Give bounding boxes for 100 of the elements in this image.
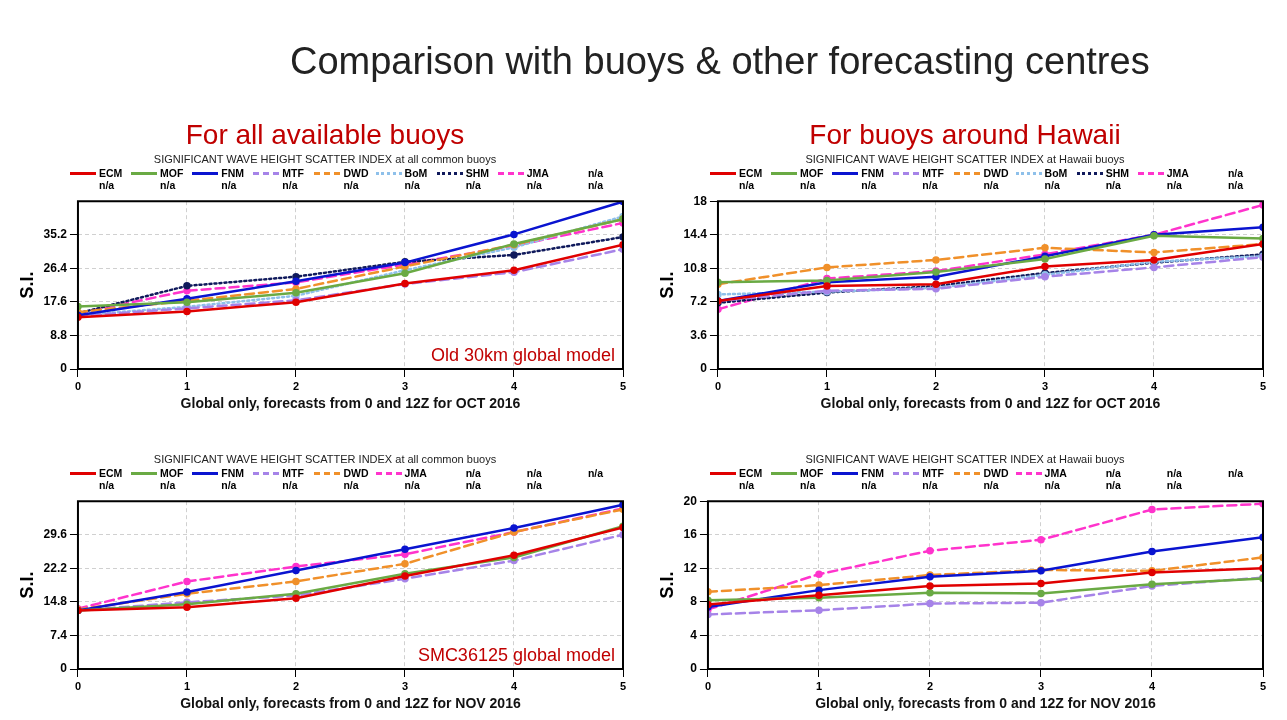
text: n/a — [1226, 467, 1245, 479]
y-tick-label: 0 — [690, 661, 698, 676]
legend-label: ECM — [99, 167, 123, 179]
chart-subtitle: For buoys around Hawaii — [808, 118, 1122, 152]
text: Comparison with buoys & other forecasting centres — [290, 40, 1150, 83]
text: n/a — [220, 179, 238, 191]
text: n/a — [738, 479, 756, 491]
text: n/a — [586, 167, 605, 179]
x-tick-label: 3 — [1041, 379, 1049, 392]
y-tick-label: 29.6 — [43, 527, 68, 542]
text: n/a — [1104, 467, 1122, 479]
text: n/a — [464, 179, 482, 191]
x-tick-label: 4 — [1148, 679, 1156, 692]
text: n/a — [220, 479, 238, 491]
legend-label: MOF — [800, 167, 824, 179]
legend-label: MOF — [160, 167, 184, 179]
y-tick-label: 4 — [690, 627, 698, 642]
text: n/a — [982, 179, 1000, 191]
text: n/a — [982, 479, 1000, 491]
legend-label: DWD — [983, 167, 1009, 179]
text: n/a — [525, 179, 543, 191]
x-tick-label: 2 — [292, 379, 300, 392]
legend-label: ECM — [99, 467, 123, 479]
y-axis-title: S.I. — [656, 571, 677, 599]
x-tick-label: 5 — [619, 379, 627, 392]
x-tick-label: 5 — [1259, 679, 1267, 692]
chart-title: SIGNIFICANT WAVE HEIGHT SCATTER INDEX at all common buoys — [152, 152, 498, 167]
y-tick-label: 26.4 — [43, 260, 68, 275]
text: n/a — [1043, 179, 1061, 191]
x-tick-label: 1 — [183, 679, 191, 692]
text: n/a — [1226, 167, 1245, 179]
x-tick-label: 0 — [714, 379, 722, 392]
x-tick-label: 0 — [74, 679, 82, 692]
text: n/a — [1226, 179, 1245, 191]
text: n/a — [586, 179, 605, 191]
legend-label: DWD — [343, 167, 369, 179]
y-tick-label: 20 — [683, 493, 698, 508]
text: n/a — [586, 467, 605, 479]
text: n/a — [1104, 479, 1122, 491]
legend-label: JMA — [404, 467, 427, 479]
text: n/a — [159, 479, 177, 491]
y-tick-label: 17.6 — [43, 294, 68, 309]
text: n/a — [342, 179, 360, 191]
x-tick-label: 1 — [815, 679, 823, 692]
x-tick-label: 5 — [1259, 379, 1267, 392]
x-tick-label: 3 — [401, 679, 409, 692]
chart-title: SIGNIFICANT WAVE HEIGHT SCATTER INDEX at all common buoys — [152, 452, 498, 467]
text: n/a — [525, 467, 543, 479]
x-tick-label: 4 — [510, 379, 518, 392]
legend-label: ECM — [739, 467, 763, 479]
x-tick-label: 3 — [1037, 679, 1045, 692]
text: n/a — [1104, 179, 1122, 191]
text: n/a — [403, 479, 421, 491]
y-tick-label: 18 — [693, 193, 708, 208]
text: n/a — [1165, 479, 1183, 491]
text: n/a — [921, 179, 939, 191]
y-tick-label: 22.2 — [43, 560, 68, 575]
x-axis-title: Global only, forecasts from 0 and 12Z for NOV 2016 — [815, 695, 1156, 712]
text: n/a — [98, 179, 116, 191]
text: n/a — [1165, 179, 1183, 191]
legend-label: ECM — [739, 167, 763, 179]
x-axis-title: Global only, forecasts from 0 and 12Z for OCT 2016 — [820, 395, 1161, 412]
legend-label: JMA — [1166, 167, 1189, 179]
text: n/a — [464, 467, 482, 479]
x-tick-label: 1 — [183, 379, 191, 392]
legend-label: SHM — [465, 167, 489, 179]
legend-label: FNM — [221, 467, 244, 479]
legend-label: FNM — [221, 167, 244, 179]
text: n/a — [342, 479, 360, 491]
text: n/a — [799, 179, 817, 191]
x-tick-label: 4 — [1150, 379, 1158, 392]
x-axis-title: Global only, forecasts from 0 and 12Z for NOV 2016 — [180, 695, 521, 712]
x-tick-label: 5 — [619, 679, 627, 692]
legend-label: DWD — [983, 467, 1009, 479]
annotation: SMC36125 global model — [417, 644, 615, 665]
y-tick-label: 8 — [690, 594, 698, 609]
y-axis-title: S.I. — [656, 271, 677, 299]
legend-label: JMA — [526, 167, 549, 179]
y-axis-title: S.I. — [16, 571, 37, 599]
text: n/a — [860, 479, 878, 491]
text: n/a — [464, 479, 482, 491]
text: n/a — [1165, 467, 1183, 479]
x-tick-label: 0 — [74, 379, 82, 392]
legend-label: MTF — [922, 167, 944, 179]
legend-label: MTF — [282, 167, 304, 179]
text: n/a — [159, 179, 177, 191]
y-tick-label: 14.4 — [683, 227, 708, 242]
y-tick-label: 0 — [60, 361, 68, 376]
text: n/a — [98, 479, 116, 491]
legend-label: FNM — [861, 167, 884, 179]
x-tick-label: 1 — [823, 379, 831, 392]
chart-title: SIGNIFICANT WAVE HEIGHT SCATTER INDEX at Hawaii buoys — [804, 452, 1126, 467]
annotation: Old 30km global model — [430, 344, 615, 365]
text: n/a — [738, 179, 756, 191]
legend-label: MTF — [282, 467, 304, 479]
y-tick-label: 3.6 — [690, 327, 708, 342]
y-tick-label: 8.8 — [50, 327, 68, 342]
y-tick-label: 12 — [683, 560, 698, 575]
legend-label: MTF — [922, 467, 944, 479]
y-tick-label: 7.4 — [50, 627, 68, 642]
